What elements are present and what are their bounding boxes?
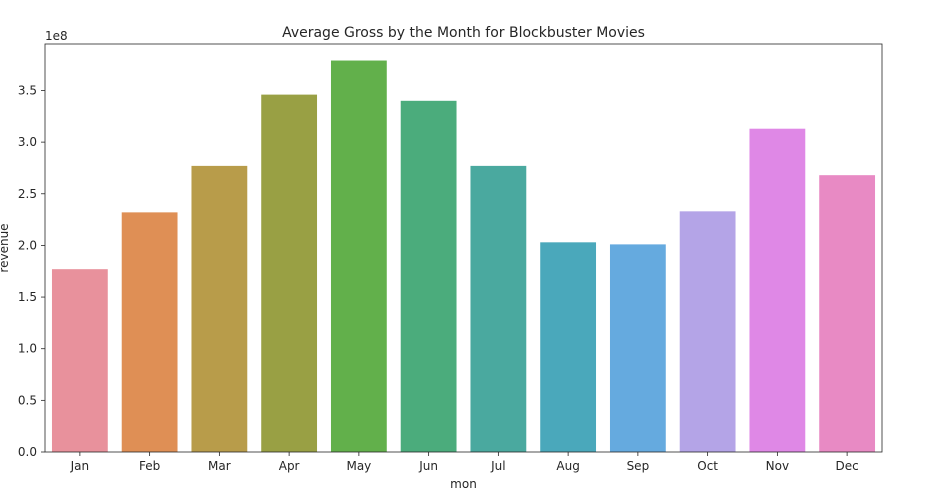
bar-aug bbox=[540, 242, 597, 452]
bar-dec bbox=[819, 175, 876, 452]
bar-jun bbox=[400, 100, 457, 453]
y-axis-label: revenue bbox=[0, 223, 11, 272]
bar-may bbox=[330, 60, 387, 452]
plot-frame bbox=[44, 43, 883, 453]
y-axis-ticks: 0.0 0.5 1.0 1.5 2.0 2.5 3.0 3.5 bbox=[18, 83, 45, 459]
bar-jan bbox=[51, 269, 108, 452]
bar-jul bbox=[470, 165, 527, 452]
bar-apr bbox=[261, 94, 318, 452]
chart-title: Average Gross by the Month for Blockbust… bbox=[282, 25, 645, 41]
x-tick-label: Jun bbox=[418, 459, 438, 473]
bar-nov bbox=[749, 128, 806, 452]
y-tick-label: 1.5 bbox=[18, 290, 37, 304]
x-tick-label: Aug bbox=[556, 459, 579, 473]
x-tick-label: Jan bbox=[70, 459, 90, 473]
y-axis-offset-label: 1e8 bbox=[45, 29, 68, 43]
y-tick-label: 2.5 bbox=[18, 187, 37, 201]
bars-group bbox=[51, 60, 876, 453]
y-tick-label: 1.0 bbox=[18, 342, 37, 356]
y-tick-label: 3.0 bbox=[18, 135, 37, 149]
bar-mar bbox=[191, 165, 248, 452]
x-tick-label: Nov bbox=[766, 459, 789, 473]
y-tick-label: 3.5 bbox=[18, 83, 37, 97]
x-tick-label: Mar bbox=[208, 459, 231, 473]
y-tick-label: 0.0 bbox=[18, 445, 37, 459]
x-tick-label: Jul bbox=[490, 459, 505, 473]
bar-sep bbox=[609, 244, 666, 452]
x-axis-ticks: Jan Feb Mar Apr May Jun Jul Aug Sep Oct Nov Dec bbox=[70, 452, 859, 473]
bar-oct bbox=[679, 211, 736, 452]
x-tick-label: Feb bbox=[139, 459, 160, 473]
x-tick-label: Oct bbox=[697, 459, 718, 473]
x-tick-label: May bbox=[346, 459, 371, 473]
y-tick-label: 0.5 bbox=[18, 393, 37, 407]
x-axis-label: mon bbox=[450, 477, 477, 491]
x-tick-label: Apr bbox=[279, 459, 300, 473]
y-tick-label: 2.0 bbox=[18, 238, 37, 252]
bar-feb bbox=[121, 212, 178, 452]
x-tick-label: Sep bbox=[627, 459, 650, 473]
x-tick-label: Dec bbox=[836, 459, 859, 473]
